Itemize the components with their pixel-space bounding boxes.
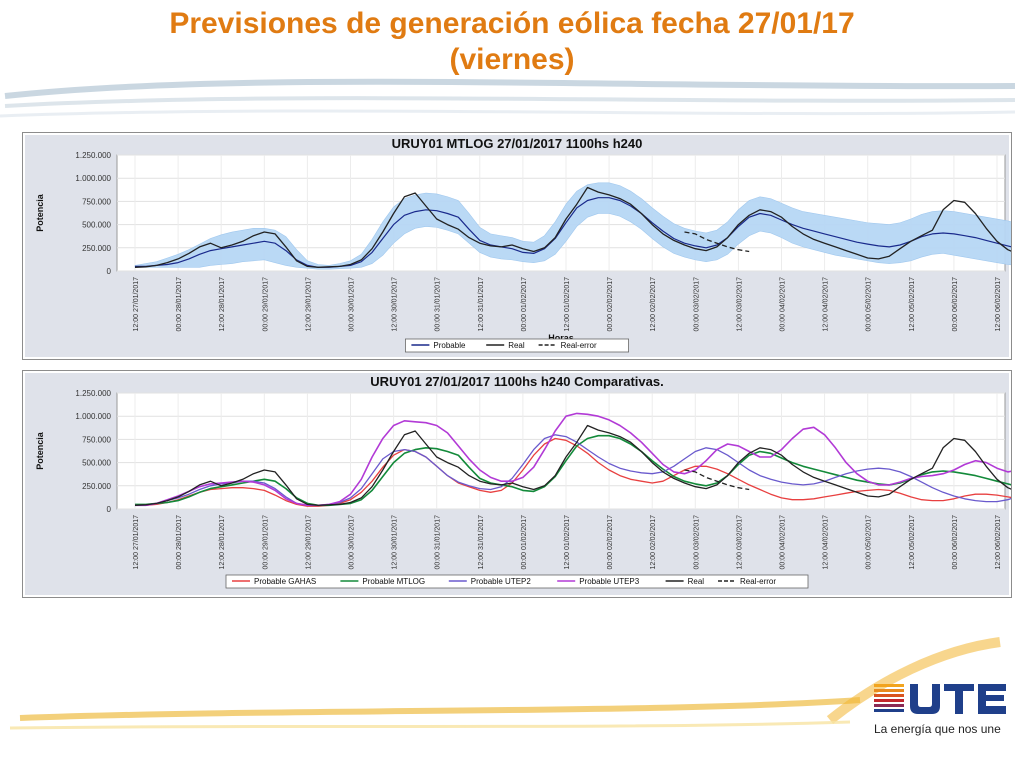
x-tick-label: 00:00 04/02/2017: [780, 515, 787, 570]
x-tick-label: 12:00 31/01/2017: [478, 515, 485, 570]
y-axis-label: Potencia: [35, 193, 45, 232]
legend-label: Real-error: [561, 341, 597, 350]
ute-logo-mark: [874, 684, 904, 712]
x-tick-label: 12:00 05/02/2017: [909, 515, 916, 570]
chart-panel-mtlog: URUY01 MTLOG 27/01/2017 1100hs h240 1.250…: [22, 132, 1012, 360]
y-tick-label: 250.000: [82, 482, 111, 491]
x-tick-label: 00:00 03/02/2017: [693, 277, 700, 332]
x-tick-label: 00:00 31/01/2017: [435, 277, 442, 332]
legend-box: [404, 338, 629, 353]
y-tick-label: 1.250.000: [75, 151, 111, 160]
legend-label: Probable UTEP2: [471, 577, 532, 586]
x-tick-label: 00:00 28/01/2017: [176, 277, 183, 332]
x-tick-label: 00:00 02/02/2017: [607, 515, 614, 570]
series-line-real: [134, 186, 1011, 268]
x-tick-label: 12:00 30/01/2017: [392, 277, 399, 332]
x-tick-label: 12:00 28/01/2017: [219, 515, 226, 570]
series-line-mtlog: [135, 434, 1011, 507]
x-tick-label: 00:00 01/02/2017: [521, 515, 528, 570]
x-tick-label: 12:00 02/02/2017: [650, 277, 657, 332]
x-tick-label: 00:00 29/01/2017: [262, 515, 269, 570]
slide-title-line1: Previsiones de generación eólica fecha 2…: [169, 7, 855, 40]
x-tick-label: 12:00 01/02/2017: [564, 277, 571, 332]
x-tick-label: 00:00 31/01/2017: [435, 515, 442, 570]
y-axis-label: Potencia: [35, 431, 45, 470]
y-tick-label: 250.000: [82, 244, 111, 253]
x-tick-label: 12:00 04/02/2017: [823, 515, 830, 570]
x-tick-label: 12:00 29/01/2017: [305, 515, 312, 570]
legend-label: Probable: [433, 341, 466, 350]
x-tick-label: 00:00 02/02/2017: [607, 277, 614, 332]
y-tick-label: 500.000: [82, 221, 111, 230]
x-tick-label: 12:00 05/02/2017: [909, 277, 916, 332]
legend-label: Real: [508, 341, 525, 350]
legend-label: Real-error: [740, 577, 776, 586]
y-tick-label: 500.000: [82, 459, 111, 468]
x-tick-label: 00:00 28/01/2017: [176, 515, 183, 570]
series-line-probable: [135, 197, 1011, 268]
chart-title: URUY01 27/01/2017 1100hs h240 Comparativ…: [370, 374, 663, 389]
x-tick-label: 12:00 01/02/2017: [564, 515, 571, 570]
ute-logo: [874, 684, 1006, 714]
series-line-utep2: [135, 434, 1011, 506]
series-line-utep3: [135, 412, 1011, 507]
forecast-band: [134, 182, 1011, 270]
x-tick-label: 00:00 06/02/2017: [952, 515, 959, 570]
x-tick-label: 00:00 29/01/2017: [262, 277, 269, 332]
x-tick-label: 12:00 04/02/2017: [823, 277, 830, 332]
series-line-real: [134, 424, 1011, 506]
x-tick-label: 00:00 06/02/2017: [952, 277, 959, 332]
y-tick-label: 0: [107, 267, 112, 276]
legend-label: Real: [688, 577, 705, 586]
chart-title: URUY01 MTLOG 27/01/2017 1100hs h240: [392, 136, 643, 151]
plot-area: [116, 392, 1006, 510]
x-tick-label: 12:00 06/02/2017: [995, 277, 1002, 332]
slide-title-line2: (viernes): [449, 43, 575, 76]
slide-title: Previsiones de generación eólica fecha 2…: [40, 6, 984, 78]
x-tick-label: 00:00 03/02/2017: [693, 515, 700, 570]
y-tick-label: 750.000: [82, 197, 111, 206]
y-tick-label: 1.250.000: [75, 389, 111, 398]
y-tick-label: 0: [107, 505, 112, 514]
x-tick-label: 12:00 06/02/2017: [995, 515, 1002, 570]
series-line-real_error: [684, 469, 750, 491]
chart-panel-comparativas: URUY01 27/01/2017 1100hs h240 Comparativ…: [22, 370, 1012, 598]
x-tick-label: 00:00 04/02/2017: [780, 277, 787, 332]
x-tick-label: 12:00 31/01/2017: [478, 277, 485, 332]
legend-label: Probable GAHAS: [254, 577, 316, 586]
x-tick-label: 00:00 05/02/2017: [866, 515, 873, 570]
x-tick-label: 12:00 02/02/2017: [650, 515, 657, 570]
x-axis-label: Horas: [548, 333, 574, 343]
x-tick-label: 12:00 29/01/2017: [305, 277, 312, 332]
series-line-real_error: [684, 231, 750, 253]
legend-label: Probable MTLOG: [362, 577, 425, 586]
x-tick-label: 12:00 27/01/2017: [133, 277, 140, 332]
x-tick-label: 12:00 03/02/2017: [736, 515, 743, 570]
legend-label: Probable UTEP3: [579, 577, 640, 586]
legend-box: [225, 574, 809, 589]
y-tick-label: 1.000.000: [75, 174, 111, 183]
x-tick-label: 00:00 30/01/2017: [349, 515, 356, 570]
x-tick-label: 00:00 30/01/2017: [349, 277, 356, 332]
y-tick-label: 750.000: [82, 435, 111, 444]
chart-comparativas: URUY01 27/01/2017 1100hs h240 Comparativ…: [25, 373, 1011, 595]
x-tick-label: 00:00 05/02/2017: [866, 277, 873, 332]
x-tick-label: 12:00 30/01/2017: [392, 515, 399, 570]
ute-tagline: La energía que nos une: [874, 722, 1001, 736]
x-tick-label: 12:00 27/01/2017: [133, 515, 140, 570]
x-tick-label: 00:00 01/02/2017: [521, 277, 528, 332]
y-tick-label: 1.000.000: [75, 412, 111, 421]
x-tick-label: 12:00 28/01/2017: [219, 277, 226, 332]
chart-mtlog: URUY01 MTLOG 27/01/2017 1100hs h240 1.250…: [25, 135, 1011, 357]
x-tick-label: 12:00 03/02/2017: [736, 277, 743, 332]
